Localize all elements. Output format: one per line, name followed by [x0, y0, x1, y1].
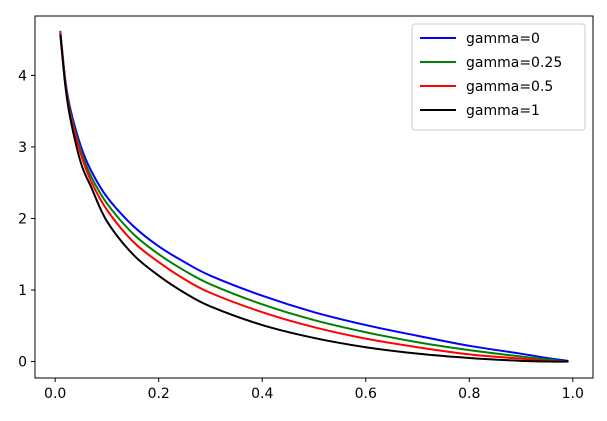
legend-label-3: gamma=1 [466, 103, 540, 119]
y-tick-label: 3 [18, 140, 27, 156]
series-line-2 [59, 32, 569, 363]
plot-frame [34, 15, 594, 379]
y-tick-label: 1 [18, 283, 27, 299]
legend-label-1: gamma=0.25 [466, 55, 562, 71]
y-axis: 0 1 2 3 4 [18, 68, 35, 371]
legend: gamma=0 gamma=0.25 gamma=0.5 gamma=1 [411, 23, 586, 131]
series-layer [59, 30, 569, 363]
x-tick-label: 1.0 [562, 386, 584, 402]
y-tick-label: 0 [18, 355, 27, 371]
legend-box [411, 23, 586, 131]
y-tick-label: 4 [18, 68, 27, 84]
x-tick-label: 0.8 [458, 386, 480, 402]
series-line-0 [59, 30, 569, 362]
x-tick-label: 0.6 [355, 386, 377, 402]
y-tick-label: 2 [18, 211, 27, 227]
x-axis: 0.0 0.2 0.4 0.6 0.8 1.0 [44, 378, 584, 402]
legend-label-0: gamma=0 [466, 31, 540, 47]
x-tick-label: 0.4 [251, 386, 273, 402]
legend-label-2: gamma=0.5 [466, 79, 553, 95]
x-tick-label: 0.2 [148, 386, 170, 402]
x-tick-label: 0.0 [44, 386, 66, 402]
series-line-1 [59, 31, 569, 363]
series-line-3 [59, 34, 569, 363]
